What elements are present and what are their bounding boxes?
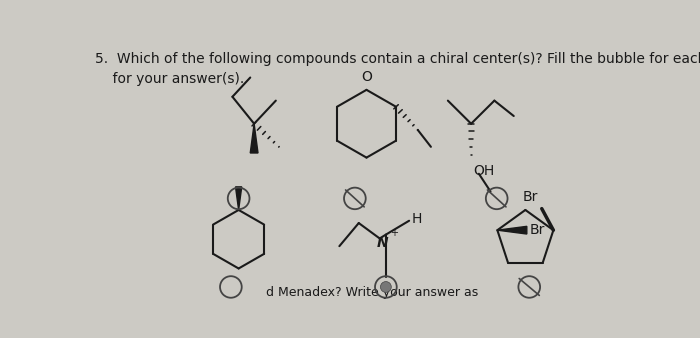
Text: d Menadex? Write your answer as: d Menadex? Write your answer as	[266, 286, 478, 298]
Text: O: O	[361, 70, 372, 84]
Text: 5.  Which of the following compounds contain a chiral center(s)? Fill the bubble: 5. Which of the following compounds cont…	[95, 52, 700, 86]
Circle shape	[381, 282, 391, 292]
Text: +: +	[390, 228, 398, 238]
Text: H: H	[412, 212, 422, 226]
Polygon shape	[235, 187, 241, 210]
Text: OH: OH	[473, 164, 495, 178]
Text: N: N	[377, 236, 388, 250]
Text: Br: Br	[522, 190, 538, 204]
Polygon shape	[251, 124, 258, 153]
Text: Br: Br	[530, 223, 545, 237]
Polygon shape	[498, 226, 527, 234]
